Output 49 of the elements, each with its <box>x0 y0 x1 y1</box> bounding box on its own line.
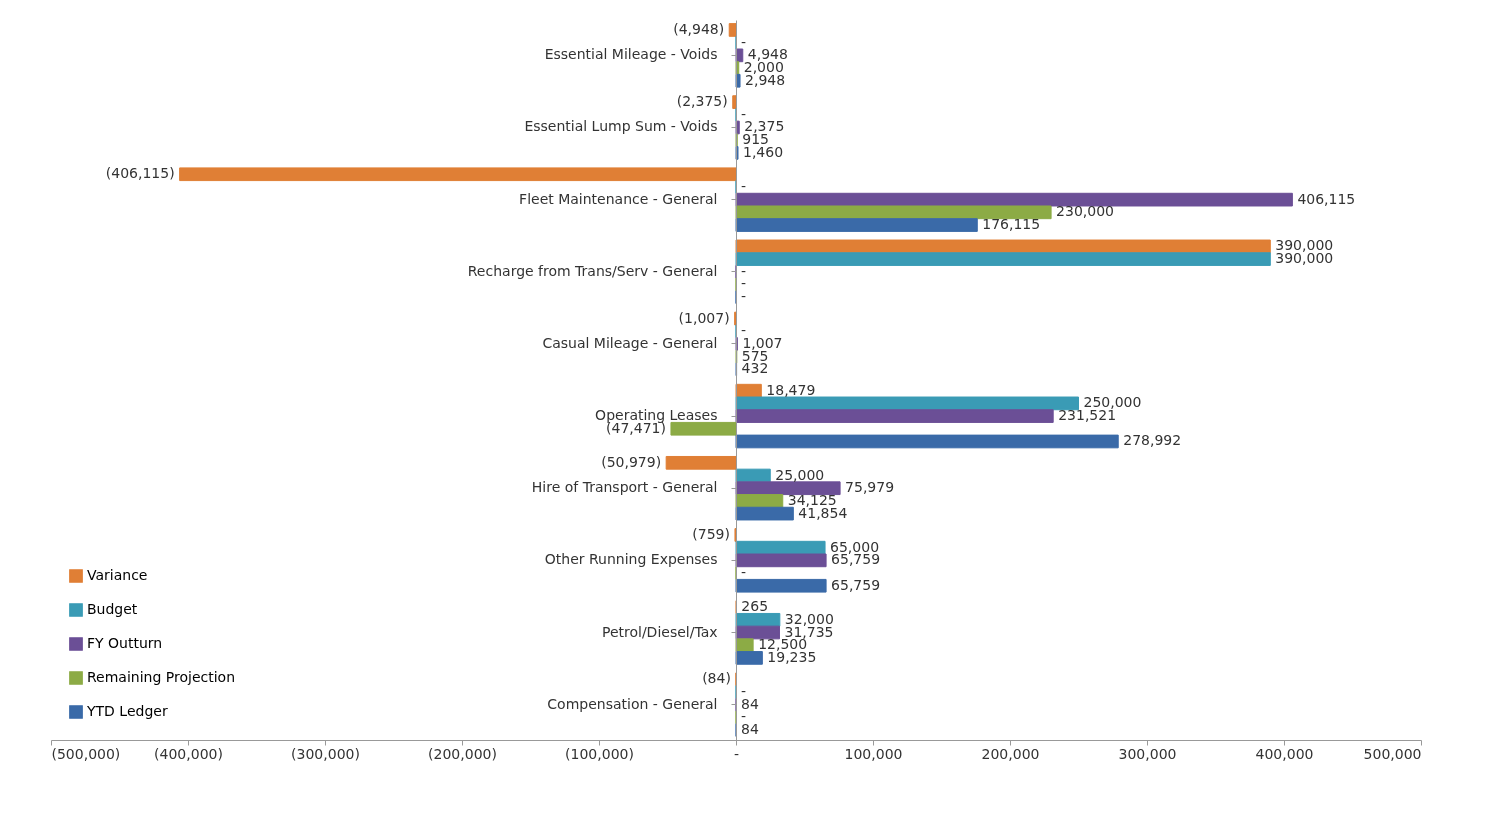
legend-label: Remaining Projection <box>87 669 236 685</box>
data-label: 230,000 <box>1056 203 1115 220</box>
data-label: 34,125 <box>787 491 837 508</box>
y-tick-label: Fleet Maintenance - General <box>519 190 718 207</box>
data-label: 176,115 <box>982 216 1041 233</box>
x-tick-label: (200,000) <box>428 745 497 762</box>
x-tick-label: 300,000 <box>1118 745 1177 762</box>
x-tick-label: 400,000 <box>1255 745 1314 762</box>
y-tick-label: Compensation - General <box>547 695 718 712</box>
y-tick-label: Petrol/Diesel/Tax <box>601 623 718 640</box>
x-tick-label: (400,000) <box>154 745 223 762</box>
data-label: 406,115 <box>1297 190 1356 207</box>
legend-label: Budget <box>87 601 138 617</box>
data-label: - <box>741 564 747 581</box>
data-label: 25,000 <box>775 466 825 483</box>
x-tick-label: (500,000) <box>51 745 121 762</box>
data-label: (50,979) <box>601 453 662 470</box>
data-label: 32,000 <box>784 610 834 627</box>
x-tick-label: 100,000 <box>844 745 903 762</box>
data-label: 18,479 <box>766 381 816 398</box>
data-label: (759) <box>692 525 730 542</box>
y-tick-label: Essential Mileage - Voids <box>544 46 718 63</box>
legend-label: YTD Ledger <box>86 703 168 719</box>
data-label: (4,948) <box>673 20 725 37</box>
data-label: 278,992 <box>1123 432 1182 449</box>
data-label: 432 <box>741 360 769 377</box>
data-label: - <box>741 105 747 122</box>
y-tick-label: Recharge from Trans/Serv - General <box>467 262 718 279</box>
data-label: 65,759 <box>831 576 881 593</box>
y-tick-label: Hire of Transport - General <box>531 479 718 496</box>
data-label: (2,375) <box>676 93 728 110</box>
x-tick-label: 500,000 <box>1363 745 1422 762</box>
y-tick-label: Other Running Expenses <box>544 551 718 568</box>
legend-label: FY Outturn <box>87 635 163 651</box>
data-label: - <box>741 33 747 50</box>
x-tick-label: - <box>733 745 740 762</box>
data-label: (84) <box>702 670 731 687</box>
data-label: (1,007) <box>678 309 730 326</box>
legend-label: Variance <box>87 567 148 583</box>
y-tick-label: Essential Lump Sum - Voids <box>524 118 718 135</box>
data-label: 1,460 <box>743 143 784 160</box>
y-tick-label: Casual Mileage - General <box>542 334 718 351</box>
data-label: - <box>741 177 747 194</box>
data-label: 75,979 <box>845 479 895 496</box>
data-label: 265 <box>741 598 769 615</box>
x-tick-label: (100,000) <box>565 745 634 762</box>
x-tick-label: 200,000 <box>981 745 1040 762</box>
data-label: (406,115) <box>105 165 175 182</box>
x-tick-label: (300,000) <box>291 745 360 762</box>
